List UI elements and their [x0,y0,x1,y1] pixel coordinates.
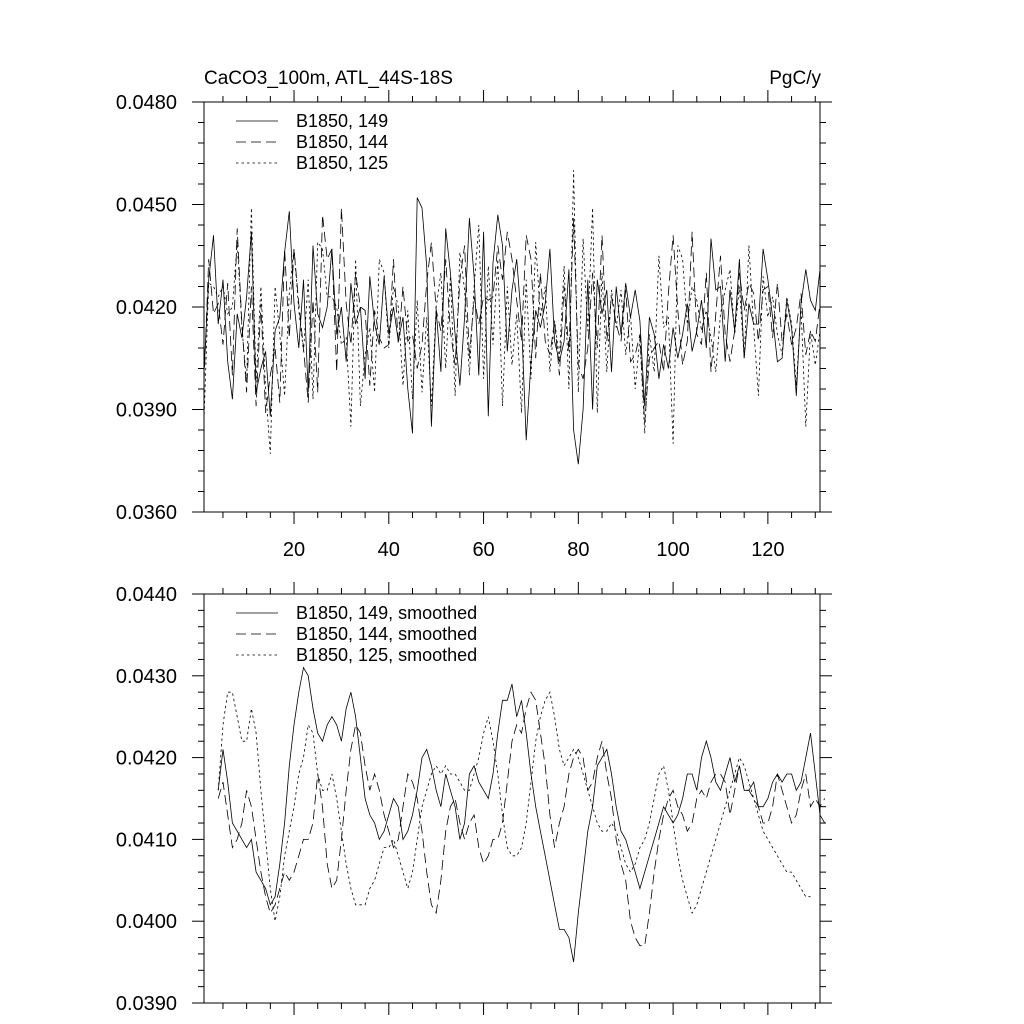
bottom-series-line-dashed [217,691,826,947]
top-tick-marks [192,90,832,524]
top-y-tick-label: 0.0480 [116,92,177,114]
chart-title-right: PgC/y [769,68,821,89]
bottom-y-tick-label: 0.0420 [116,748,177,770]
top-series-line-solid [203,197,821,465]
top-x-tick-label: 60 [472,539,494,561]
top-x-tick-label: 100 [656,539,689,561]
top-y-tick-label: 0.0360 [116,502,177,524]
bottom-plot-frame [203,593,821,1004]
top-legend-label: B1850, 125 [296,153,388,173]
bottom-y-tick-label: 0.0400 [116,911,177,933]
top-x-tick-label: 120 [751,539,784,561]
bottom-y-tick-labels: 0.0390 0.0400 0.0410 0.0420 0.0430 0.0440 [116,584,177,1015]
bottom-series-line-dotted [217,691,811,922]
top-panel: CaCO3_100m, ATL_44S-18S PgC/y 0.03600.03… [116,68,832,561]
top-y-tick-label: 0.0450 [116,195,177,217]
top-series-line-dotted [203,170,821,454]
top-y-tick-label: 0.0390 [116,400,177,422]
top-y-tick-label: 0.0420 [116,297,177,319]
top-series-group [203,170,821,465]
bottom-legend-label: B1850, 144, smoothed [296,624,477,644]
bottom-y-tick-label: 0.0410 [116,829,177,851]
bottom-y-tick-label: 0.0440 [116,584,177,606]
top-legend-label: B1850, 144 [296,132,388,152]
top-x-tick-labels: 20 40 60 80 100 120 [283,539,785,561]
top-plot-frame [203,101,821,513]
bottom-legend-label: B1850, 149, smoothed [296,603,477,623]
top-x-tick-label: 80 [567,539,589,561]
top-x-tick-label: 20 [283,539,305,561]
bottom-tick-marks [192,582,832,1015]
bottom-panel: 0.0390 0.0400 0.0410 0.0420 0.0430 0.0440 B18… [116,582,832,1015]
bottom-legend-label: B1850, 125, smoothed [296,645,477,665]
bottom-series-line-solid [217,666,826,963]
top-series-line-dashed [203,207,821,424]
top-x-tick-label: 40 [378,539,400,561]
bottom-series-group [217,666,826,963]
top-y-tick-labels: 0.0360 0.0390 0.0420 0.0450 0.0480 [116,92,177,524]
bottom-y-tick-label: 0.0390 [116,993,177,1015]
bottom-y-tick-label: 0.0430 [116,666,177,688]
chart-title-left: CaCO3_100m, ATL_44S-18S [204,68,453,89]
top-legend-label: B1850, 149 [296,111,388,131]
